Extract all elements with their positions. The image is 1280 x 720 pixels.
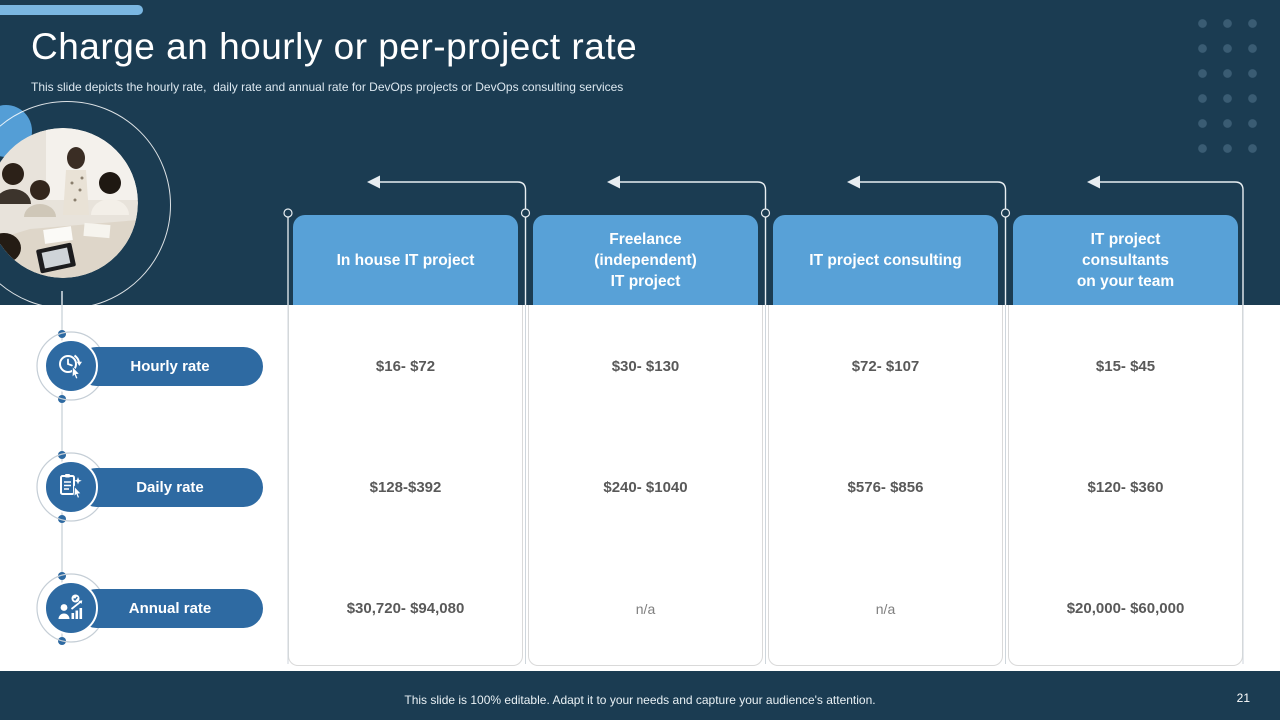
column-card	[768, 305, 1003, 666]
row-label: Daily rate	[136, 479, 204, 496]
column-header-freelance-it-project: Freelance (independent) IT project	[533, 215, 758, 305]
rate-value-cell: $120- $360	[1087, 479, 1164, 496]
decorative-dots-grid	[1190, 11, 1265, 161]
row-pill-daily-rate: Daily rate	[77, 468, 263, 507]
rate-value-cell: $576- $856	[847, 479, 924, 496]
row-pill-annual-rate: Annual rate	[77, 589, 263, 628]
column-card	[288, 305, 523, 666]
footer-note: This slide is 100% editable. Adapt it to…	[404, 693, 876, 707]
slide-title: Charge an hourly or per-project rate	[31, 26, 638, 67]
clock-pointer-icon	[44, 339, 98, 393]
column-card	[528, 305, 763, 666]
column-card	[1008, 305, 1243, 666]
rate-value-cell: $128-$392	[369, 479, 442, 496]
column-header-it-project-consultants: IT project consultants on your team	[1013, 215, 1238, 305]
rate-value-cell: $16- $72	[375, 358, 436, 375]
footer-bar: This slide is 100% editable. Adapt it to…	[0, 671, 1280, 720]
rate-value-cell: $240- $1040	[603, 479, 688, 496]
rate-value-cell: $30- $130	[611, 358, 680, 375]
rate-value-cell: $20,000- $60,000	[1066, 600, 1185, 617]
rate-value-cell: n/a	[875, 601, 896, 617]
rate-value-cell: $72- $107	[851, 358, 920, 375]
rate-value-cell: $30,720- $94,080	[346, 600, 465, 617]
person-growth-chart-icon	[44, 581, 98, 635]
slide-subtitle: This slide depicts the hourly rate, dail…	[31, 80, 624, 94]
rate-value-cell: n/a	[635, 601, 656, 617]
page-number: 21	[1236, 691, 1250, 705]
rate-value-cell: $15- $45	[1095, 358, 1156, 375]
row-label: Hourly rate	[130, 358, 210, 375]
accent-bar	[0, 5, 143, 15]
column-header-it-project-consulting: IT project consulting	[773, 215, 998, 305]
row-label: Annual rate	[128, 600, 212, 617]
team-photo	[0, 128, 138, 278]
team-photo-illustration	[0, 128, 138, 278]
row-pill-hourly-rate: Hourly rate	[77, 347, 263, 386]
checklist-pointer-icon	[44, 460, 98, 514]
column-header-in-house-it-project: In house IT project	[293, 215, 518, 305]
